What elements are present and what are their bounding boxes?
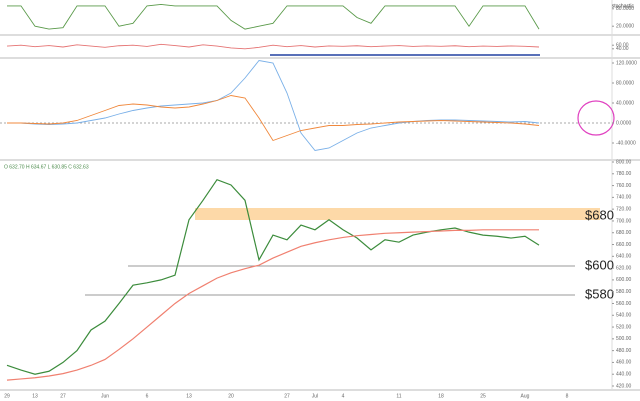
resistance-band bbox=[195, 208, 600, 220]
y-tick-label: 540.00 bbox=[616, 313, 632, 319]
highlight-circle bbox=[577, 100, 615, 136]
y-tick-label: 80.0000 bbox=[616, 6, 634, 12]
y-tick-label: 620.00 bbox=[616, 265, 632, 271]
y-tick-label: 600.00 bbox=[616, 277, 632, 283]
annotation: $680 bbox=[585, 207, 614, 222]
y-tick-label: 120.0000 bbox=[616, 60, 637, 66]
x-tick-label: Jul bbox=[312, 393, 318, 399]
y-tick-label: -40.0000 bbox=[616, 140, 636, 146]
indicator-name: stochastic bbox=[612, 3, 635, 9]
x-tick-label: 29 bbox=[4, 393, 10, 399]
y-tick-label: 20.0000 bbox=[616, 24, 634, 30]
x-tick-label: 13 bbox=[186, 393, 192, 399]
y-tick-label: 520.00 bbox=[616, 324, 632, 330]
y-tick-label: 720.00 bbox=[616, 206, 632, 212]
y-tick-label: 0.0000 bbox=[616, 120, 632, 126]
series-line bbox=[7, 3, 540, 30]
x-tick-label: 11 bbox=[396, 393, 401, 399]
x-tick-label: Jun bbox=[101, 393, 109, 399]
y-tick-label: 760.00 bbox=[616, 183, 632, 189]
series-line bbox=[7, 95, 540, 142]
y-tick-label: 740.00 bbox=[616, 195, 632, 201]
x-tick-label: 18 bbox=[438, 393, 444, 399]
x-tick-label: 27 bbox=[60, 393, 66, 399]
y-tick-label: 40.00 bbox=[616, 46, 629, 52]
y-tick-label: 660.00 bbox=[616, 242, 632, 248]
x-tick-label: 4 bbox=[342, 393, 345, 399]
ohlc-header: O 632.70 H 634.67 L 630.85 C 632.63 bbox=[4, 164, 89, 170]
x-tick-label: Aug bbox=[521, 393, 530, 399]
x-tick-label: 6 bbox=[146, 393, 149, 399]
y-tick-label: 680.00 bbox=[616, 230, 632, 236]
y-tick-label: 560.00 bbox=[616, 301, 632, 307]
y-tick-label: 40.0000 bbox=[616, 100, 634, 106]
y-tick-label: 640.00 bbox=[616, 254, 632, 260]
y-tick-label: 440.00 bbox=[616, 372, 632, 378]
series-line bbox=[6, 43, 540, 50]
y-tick-label: 420.00 bbox=[616, 383, 632, 389]
y-tick-label: 60.00 bbox=[616, 43, 629, 49]
series-line bbox=[6, 178, 540, 375]
series-line bbox=[6, 229, 539, 381]
annotation: $600 bbox=[585, 257, 614, 272]
y-tick-label: 800.00 bbox=[616, 159, 632, 165]
y-tick-label: 480.00 bbox=[616, 348, 632, 354]
x-tick-label: 20 bbox=[228, 393, 234, 399]
y-tick-label: 580.00 bbox=[616, 289, 632, 295]
y-tick-label: 700.00 bbox=[616, 218, 632, 224]
series-line bbox=[7, 60, 540, 151]
y-tick-label: 500.00 bbox=[616, 336, 632, 342]
y-tick-label: 80.0000 bbox=[616, 80, 634, 86]
x-tick-label: 13 bbox=[32, 393, 38, 399]
x-tick-label: 8 bbox=[566, 393, 569, 399]
annotation: $580 bbox=[585, 286, 614, 301]
x-tick-label: 27 bbox=[284, 393, 290, 399]
x-tick-label: 25 bbox=[480, 393, 486, 399]
y-tick-label: 460.00 bbox=[616, 360, 632, 366]
y-tick-label: 780.00 bbox=[616, 171, 632, 177]
